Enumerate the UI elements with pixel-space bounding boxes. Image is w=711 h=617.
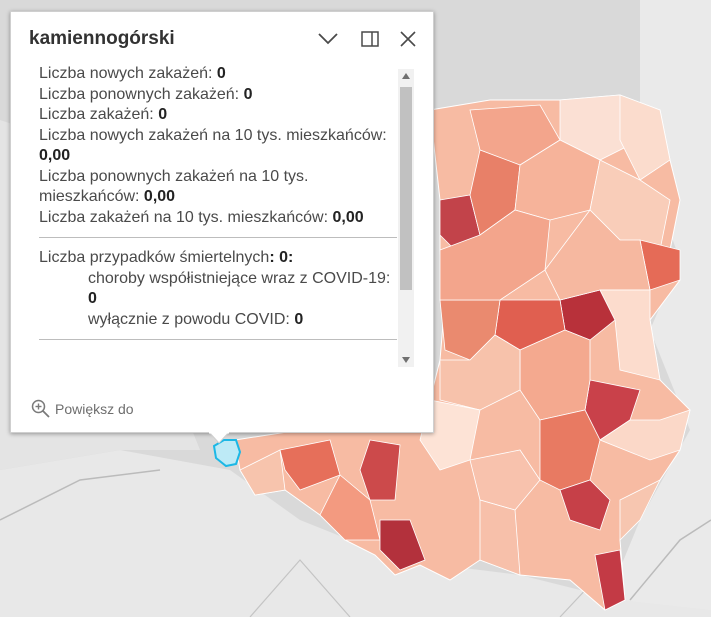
zoom-to-button[interactable]: Powiększ do xyxy=(31,399,134,418)
neighbor-land-south xyxy=(0,450,711,617)
scrollbar[interactable] xyxy=(398,69,414,367)
zoom-in-icon xyxy=(31,399,50,418)
close-button[interactable] xyxy=(395,26,421,52)
country-border xyxy=(0,469,161,521)
selected-district-highlight[interactable] xyxy=(212,439,242,468)
deaths-comorbid-row: choroby współistniejące wraz z COVID-19:… xyxy=(88,269,391,308)
scroll-up-button[interactable] xyxy=(398,69,414,83)
scroll-down-button[interactable] xyxy=(398,353,414,367)
popup-pointer xyxy=(209,432,229,444)
divider xyxy=(39,237,397,238)
stat-row: Liczba zakażeń: 0 xyxy=(39,106,168,123)
divider xyxy=(39,339,397,340)
stat-row: Liczba ponownych zakażeń: 0 xyxy=(39,85,253,103)
popup-title: kamiennogórski xyxy=(29,28,175,49)
popup-header: kamiennogórski xyxy=(11,12,433,62)
chevron-down-icon xyxy=(318,33,338,45)
collapse-button[interactable] xyxy=(315,26,341,52)
stat-row: Liczba nowych zakażeń: 0 xyxy=(39,65,226,82)
triangle-up-icon xyxy=(402,73,410,79)
close-icon xyxy=(400,31,416,47)
popup: kamiennogórski Liczba nowych zakażeń: 0 … xyxy=(10,11,434,433)
deaths-covid-only-row: wyłącznie z powodu COVID: 0 xyxy=(88,310,304,328)
triangle-down-icon xyxy=(402,357,410,363)
district-fills xyxy=(239,94,691,611)
popup-content[interactable]: Liczba nowych zakażeń: 0 Liczba ponownyc… xyxy=(39,64,397,369)
deaths-row: Liczba przypadków śmiertelnych: 0: xyxy=(39,249,294,266)
dock-icon xyxy=(361,31,379,47)
stat-row: Liczba ponownych zakażeń na 10 tys. mies… xyxy=(39,167,309,206)
stat-row: Liczba nowych zakażeń na 10 tys. mieszka… xyxy=(39,126,387,165)
stat-row: Liczba zakażeń na 10 tys. mieszkańców: 0… xyxy=(39,208,364,226)
scroll-thumb[interactable] xyxy=(400,87,412,290)
dock-button[interactable] xyxy=(357,26,383,52)
zoom-to-label: Powiększ do xyxy=(55,400,134,417)
country-border xyxy=(249,559,351,617)
neighbor-land-east xyxy=(600,0,711,617)
country-border xyxy=(629,519,711,601)
